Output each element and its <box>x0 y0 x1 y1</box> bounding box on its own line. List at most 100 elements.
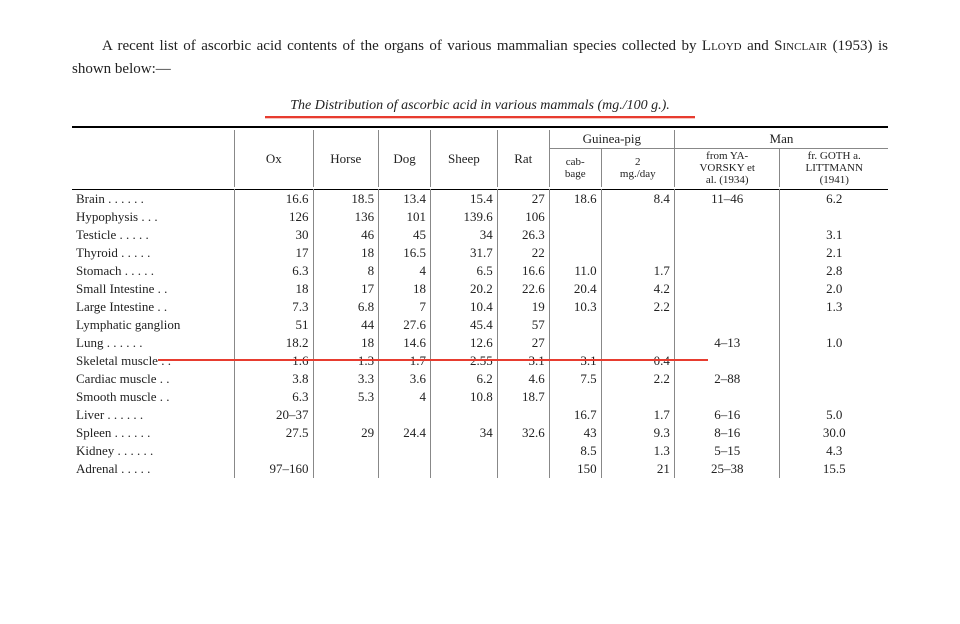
cell <box>549 244 601 262</box>
cell: 7.5 <box>549 370 601 388</box>
title-underline-red <box>265 116 695 118</box>
row-label: Lymphatic ganglion <box>72 316 235 334</box>
cell: 26.3 <box>497 226 549 244</box>
cell: 10.8 <box>431 388 498 406</box>
table-row: Small Intestine . .18171820.222.620.44.2… <box>72 280 888 298</box>
cell: 6.3 <box>235 388 314 406</box>
cell: 11.0 <box>549 262 601 280</box>
cell: 57 <box>497 316 549 334</box>
cell: 27.6 <box>379 316 431 334</box>
row-label: Liver . . . . . . <box>72 406 235 424</box>
table-row: Thyroid . . . . .171816.531.7222.1 <box>72 244 888 262</box>
row-label: Cardiac muscle . . <box>72 370 235 388</box>
cell: 16.6 <box>497 262 549 280</box>
table-row: Cardiac muscle . .3.83.33.66.24.67.52.22… <box>72 370 888 388</box>
col-man: Man <box>674 130 888 149</box>
cell <box>780 388 888 406</box>
row-label: Stomach . . . . . <box>72 262 235 280</box>
cell: 4–13 <box>674 334 780 352</box>
cell: 6.2 <box>780 190 888 209</box>
cell: 15.5 <box>780 460 888 478</box>
col-organ <box>72 130 235 187</box>
table-row: Lung . . . . . .18.21814.612.6274–131.0 <box>72 334 888 352</box>
cell: 30 <box>235 226 314 244</box>
cell <box>431 406 498 424</box>
cell <box>674 262 780 280</box>
cell: 8.4 <box>601 190 674 209</box>
cell: 18 <box>313 334 379 352</box>
cell <box>549 388 601 406</box>
cell: 6.3 <box>235 262 314 280</box>
cell <box>431 460 498 478</box>
cell: 136 <box>313 208 379 226</box>
cell: 18.5 <box>313 190 379 209</box>
cell: 34 <box>431 424 498 442</box>
cell: 45.4 <box>431 316 498 334</box>
cell <box>601 244 674 262</box>
cell <box>674 388 780 406</box>
row-label: Testicle . . . . . <box>72 226 235 244</box>
cell <box>549 208 601 226</box>
cell: 27 <box>497 190 549 209</box>
cell: 25–38 <box>674 460 780 478</box>
table-body: Brain . . . . . .16.618.513.415.42718.68… <box>72 190 888 479</box>
cell: 18 <box>313 244 379 262</box>
cell: 0.4 <box>601 352 674 370</box>
cell <box>601 388 674 406</box>
cell <box>235 442 314 460</box>
cell: 46 <box>313 226 379 244</box>
cell: 43 <box>549 424 601 442</box>
cell: 19 <box>497 298 549 316</box>
cell: 3.6 <box>379 370 431 388</box>
cell: 9.3 <box>601 424 674 442</box>
table-row: Kidney . . . . . .8.51.35–154.3 <box>72 442 888 460</box>
col-man-goth: fr. GOTH a.LITTMANN(1941) <box>780 149 888 188</box>
cell: 2–88 <box>674 370 780 388</box>
row-label: Skeletal muscle . . <box>72 352 235 370</box>
cell: 2.2 <box>601 298 674 316</box>
row-label: Kidney . . . . . . <box>72 442 235 460</box>
cell: 16.7 <box>549 406 601 424</box>
cell: 18 <box>379 280 431 298</box>
highlight-red-line <box>158 359 708 361</box>
cell: 31.7 <box>431 244 498 262</box>
cell: 34 <box>431 226 498 244</box>
cell: 1.0 <box>780 334 888 352</box>
cell: 6.8 <box>313 298 379 316</box>
cell <box>674 316 780 334</box>
cell <box>313 406 379 424</box>
cell: 5.0 <box>780 406 888 424</box>
cell: 6.2 <box>431 370 498 388</box>
col-dog: Dog <box>379 130 431 187</box>
author-sinclair: Sinclair <box>774 38 827 54</box>
cell: 27.5 <box>235 424 314 442</box>
cell <box>549 226 601 244</box>
cell <box>497 442 549 460</box>
cell: 13.4 <box>379 190 431 209</box>
cell: 51 <box>235 316 314 334</box>
cell: 8–16 <box>674 424 780 442</box>
author-lloyd: Lloyd <box>702 38 742 54</box>
table-row: Smooth muscle . .6.35.3410.818.7 <box>72 388 888 406</box>
cell: 20.2 <box>431 280 498 298</box>
col-sheep: Sheep <box>431 130 498 187</box>
row-label: Hypophysis . . . <box>72 208 235 226</box>
cell: 45 <box>379 226 431 244</box>
cell: 2.1 <box>780 244 888 262</box>
row-label: Smooth muscle . . <box>72 388 235 406</box>
cell: 126 <box>235 208 314 226</box>
cell: 1.3 <box>601 442 674 460</box>
cell: 97–160 <box>235 460 314 478</box>
cell <box>601 316 674 334</box>
intro-text-2: and <box>742 38 775 54</box>
table-row: Adrenal . . . . .97–1601502125–3815.5 <box>72 460 888 478</box>
cell: 32.6 <box>497 424 549 442</box>
cell: 21 <box>601 460 674 478</box>
cell: 20–37 <box>235 406 314 424</box>
row-label: Small Intestine . . <box>72 280 235 298</box>
cell <box>497 406 549 424</box>
cell <box>313 460 379 478</box>
cell: 27 <box>497 334 549 352</box>
row-label: Brain . . . . . . <box>72 190 235 209</box>
row-label: Large Intestine . . <box>72 298 235 316</box>
